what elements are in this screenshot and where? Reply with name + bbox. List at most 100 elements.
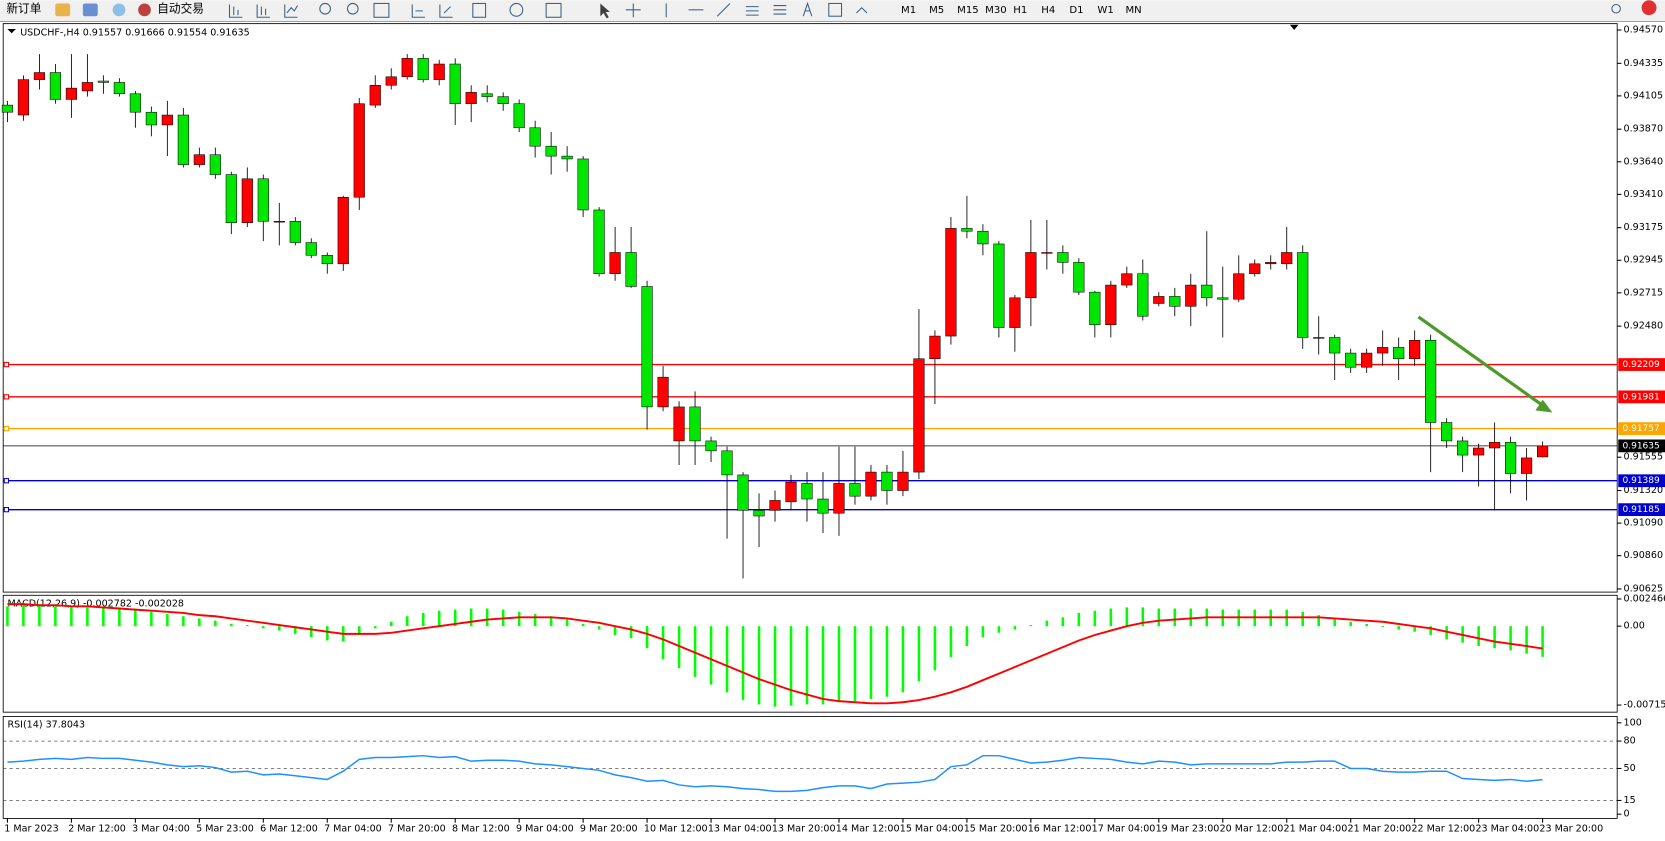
notification-badge[interactable]: [1641, 0, 1657, 16]
y-tick-label: 0.93410: [1624, 189, 1663, 200]
candle-body: [1281, 252, 1293, 265]
macd-bar: [294, 626, 297, 634]
icon[interactable]: [346, 2, 359, 15]
candle-body: [449, 63, 461, 104]
y-tick-label: 0.91555: [1624, 452, 1663, 463]
trend-arrow: [1417, 315, 1553, 413]
icon[interactable]: [625, 3, 641, 18]
candle-body: [1009, 297, 1021, 328]
y-tick-label: 0.002466: [1624, 593, 1665, 604]
search-icon[interactable]: [1611, 3, 1621, 14]
timeframe-button[interactable]: M1: [901, 5, 916, 16]
x-tick-label: 3 Mar 04:00: [132, 824, 190, 835]
candle-body: [465, 92, 477, 104]
macd-bar: [965, 626, 969, 647]
candle-body: [321, 255, 333, 265]
icon[interactable]: [112, 3, 126, 17]
x-tick-label: 2 Mar 12:00: [68, 824, 126, 835]
icon[interactable]: [802, 1, 813, 17]
macd-bar: [741, 626, 745, 701]
candle-body: [97, 80, 109, 83]
candle-body: [417, 58, 429, 80]
candle-body: [865, 471, 877, 497]
level-label: 0.91185: [1622, 505, 1659, 515]
x-tick-label: 20 Mar 12:00: [1220, 824, 1284, 835]
candle-body: [401, 58, 413, 78]
macd-bar: [837, 626, 841, 703]
icon[interactable]: [373, 2, 390, 18]
timeframe-button[interactable]: M5: [929, 5, 944, 16]
level-handle: [3, 361, 10, 368]
macd-bar: [6, 606, 9, 627]
icon[interactable]: [55, 3, 71, 17]
icon[interactable]: [773, 5, 787, 15]
last-price-label: 0.91635: [1622, 441, 1659, 451]
candle-body: [1, 104, 14, 113]
icon[interactable]: [284, 4, 298, 18]
candle-body: [1377, 347, 1389, 354]
icon[interactable]: [472, 2, 487, 18]
auto-trading-button[interactable]: 自动交易: [157, 1, 204, 15]
y-tick-label: 0.91090: [1624, 518, 1663, 529]
macd-bar: [38, 605, 41, 627]
macd-bar: [198, 618, 201, 627]
macd-bar: [981, 626, 985, 638]
timeframe-button[interactable]: W1: [1097, 5, 1113, 16]
timeframe-button[interactable]: M30: [985, 5, 1007, 16]
icon[interactable]: [856, 6, 868, 14]
macd-bar: [1077, 612, 1081, 627]
macd-bar: [22, 605, 25, 627]
candle-body: [993, 243, 1005, 328]
icon[interactable]: [439, 4, 453, 18]
rsi-line: [7, 754, 1543, 793]
timeframe-button[interactable]: MN: [1125, 5, 1141, 16]
icon[interactable]: [319, 2, 331, 15]
macd-bar: [1477, 626, 1480, 647]
candle-body: [1137, 273, 1149, 317]
timeframe-button[interactable]: H4: [1041, 5, 1055, 16]
macd-bar: [166, 614, 169, 627]
candle-body: [481, 93, 493, 97]
candle-body: [1505, 442, 1517, 474]
macd-bar: [597, 626, 601, 630]
icon[interactable]: [509, 2, 524, 17]
timeframe-button[interactable]: D1: [1069, 5, 1083, 16]
icon[interactable]: [545, 2, 562, 18]
timeframe-button[interactable]: M15: [957, 5, 979, 16]
auto-trading-icon[interactable]: [138, 3, 151, 17]
candle-body: [1185, 284, 1197, 307]
icon[interactable]: [600, 3, 610, 19]
candle-body: [81, 82, 93, 92]
icon[interactable]: [82, 3, 98, 17]
y-tick-label: 0.00: [1624, 621, 1645, 632]
icon[interactable]: [256, 4, 270, 18]
timeframe-button[interactable]: H1: [1013, 5, 1027, 16]
signal-line: [7, 603, 1543, 705]
x-tick-label: 15 Mar 20:00: [964, 824, 1028, 835]
x-tick-label: 13 Mar 04:00: [708, 824, 772, 835]
macd-bar: [1189, 608, 1193, 627]
rsi-panel: [2, 715, 1618, 819]
candle-body: [257, 178, 269, 222]
candle-body: [145, 111, 157, 126]
timeframe-bar: M1 M5 M15 M30 H1 H4 D1 W1 MN: [901, 5, 1142, 16]
new-order-button[interactable]: 新订单: [6, 1, 41, 15]
candle-body: [753, 510, 765, 517]
macd-bar: [1509, 626, 1512, 651]
candle-body: [1073, 262, 1085, 293]
candle-body: [785, 481, 797, 503]
icon[interactable]: [716, 3, 731, 17]
icon[interactable]: [828, 2, 843, 17]
macd-bar: [1301, 611, 1305, 627]
macd-bar: [773, 626, 777, 707]
icon[interactable]: [411, 4, 426, 18]
icon[interactable]: [228, 4, 243, 18]
candle-body: [1409, 340, 1421, 360]
candle-body: [433, 63, 445, 80]
candle-body: [17, 79, 30, 116]
icon[interactable]: [745, 6, 759, 16]
macd-bar: [405, 616, 409, 627]
macd-bar: [581, 623, 585, 627]
candle-body: [273, 221, 285, 223]
